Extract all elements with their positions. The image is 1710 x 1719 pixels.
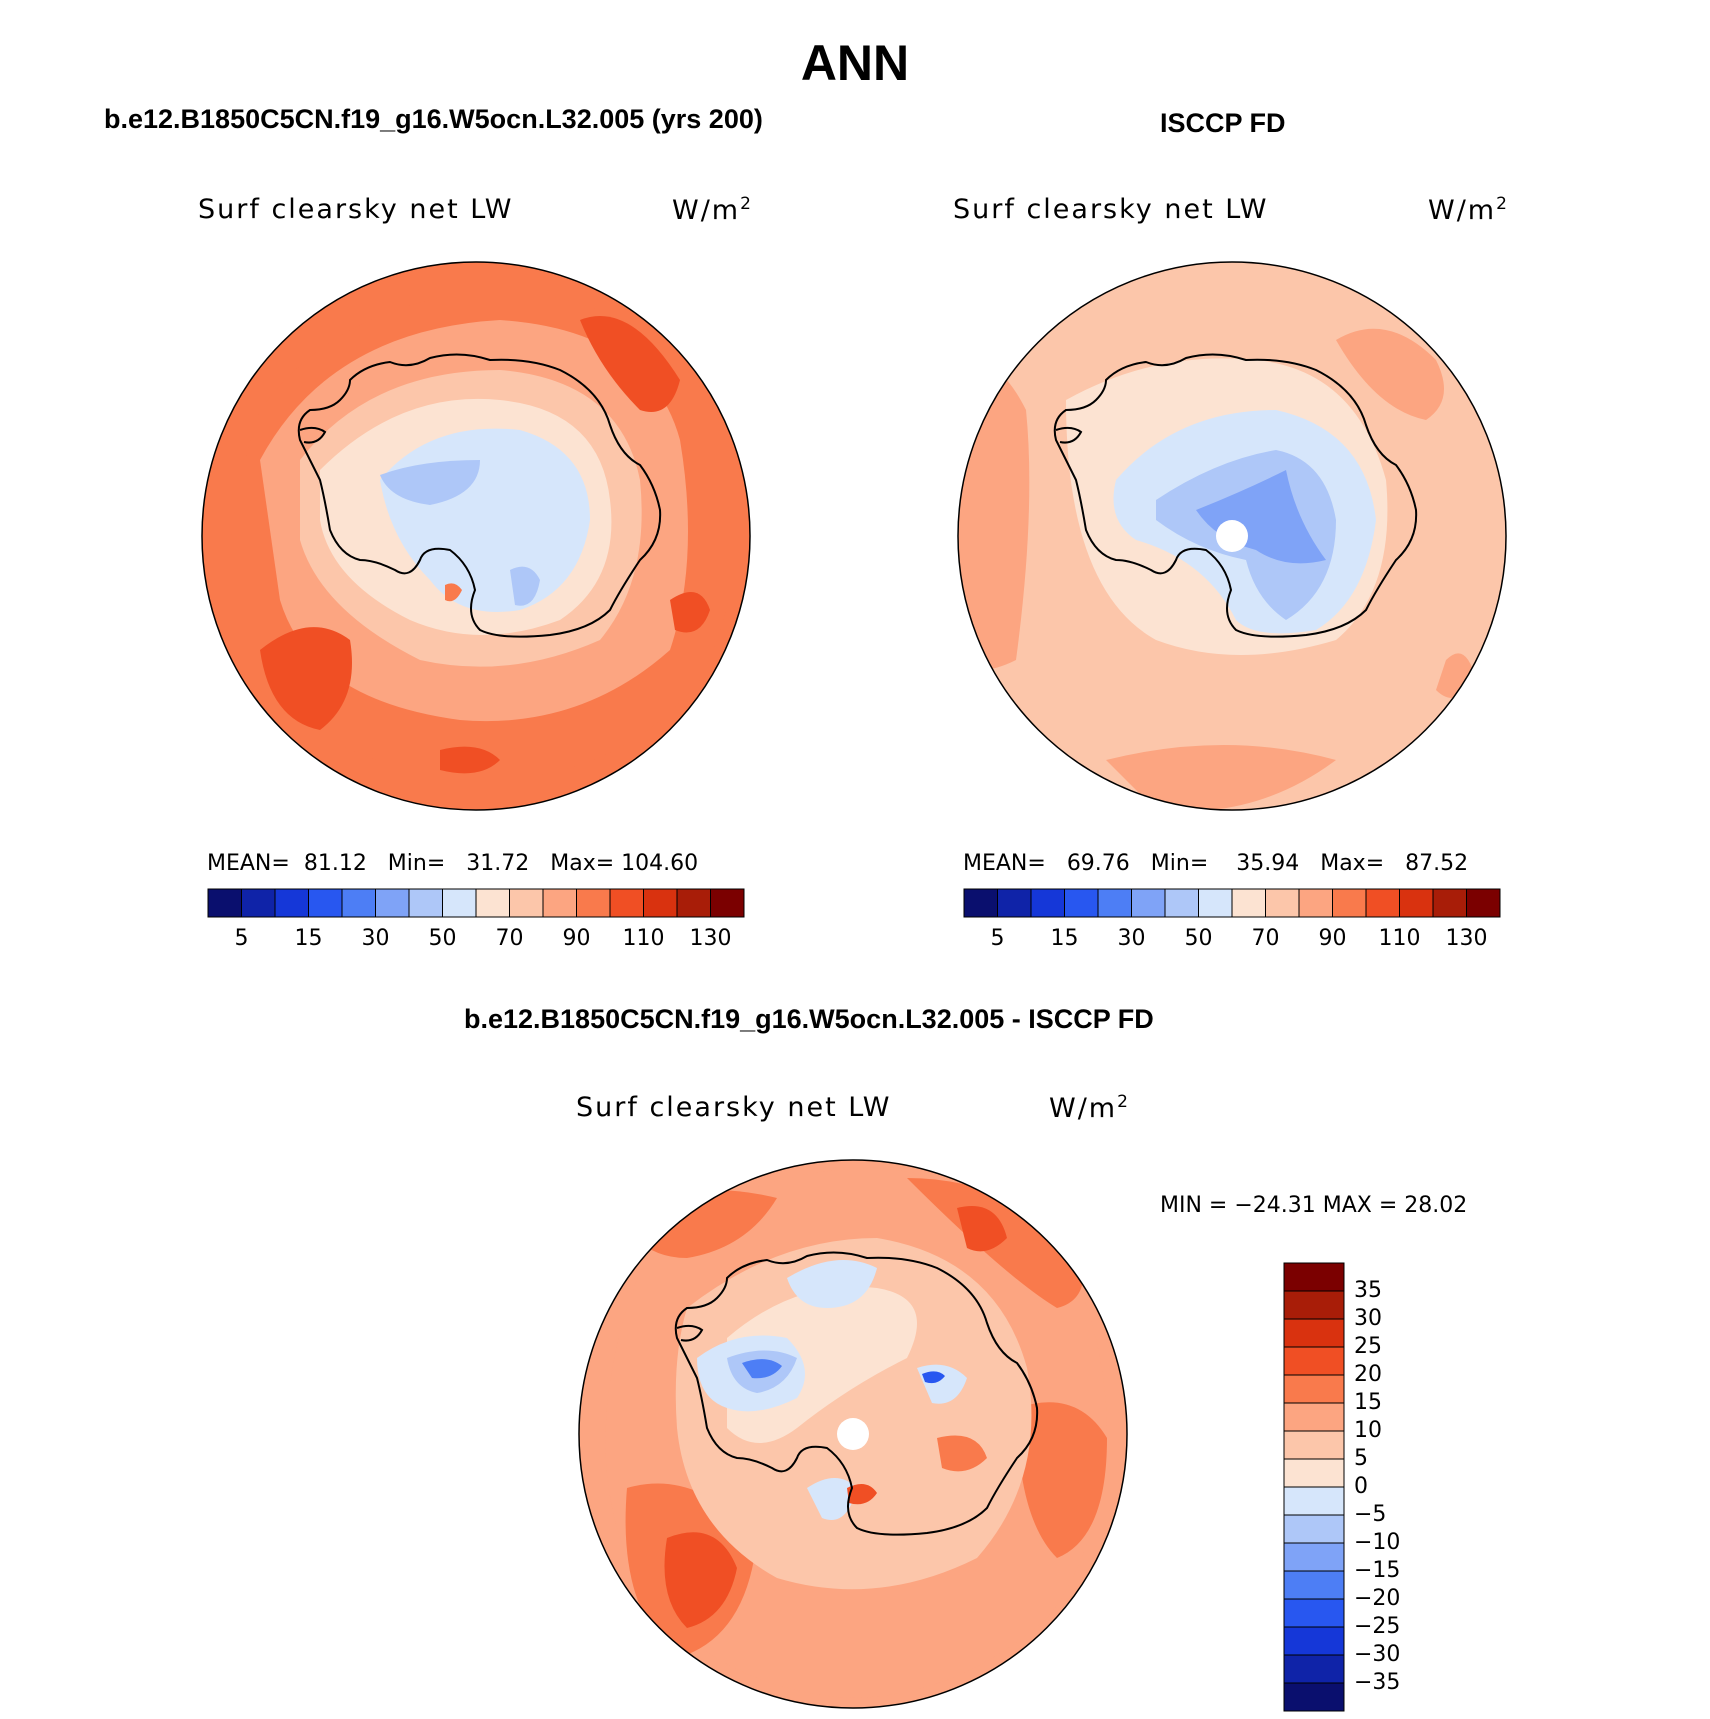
obs-variable-label: Surf clearsky net LW <box>953 194 1269 225</box>
model-variable-label: Surf clearsky net LW <box>198 194 514 225</box>
obs-stats: MEAN= 69.76 Min= 35.94 Max= 87.52 <box>963 851 1469 876</box>
diff-colorbar-swatch <box>1283 1262 1345 1292</box>
diff-colorbar-tick-label: −10 <box>1354 1530 1401 1555</box>
diff-colorbar-tick-label: −35 <box>1354 1670 1401 1695</box>
obs-panel-heading: ISCCP FD <box>1160 108 1286 138</box>
diff-colorbar-tick-label: −30 <box>1354 1642 1401 1667</box>
model-colorbar-tick-label: 90 <box>562 926 591 951</box>
model-colorbar-tick-label: 50 <box>428 926 457 951</box>
diff-colorbar-swatch <box>1283 1486 1345 1516</box>
diff-colorbar-tick-label: 30 <box>1354 1306 1382 1331</box>
obs-colorbar-swatch <box>1365 888 1400 918</box>
model-colorbar-swatch <box>710 888 745 918</box>
diff-colorbar-swatch <box>1283 1402 1345 1432</box>
diff-colorbar-tick-label: −20 <box>1354 1586 1401 1611</box>
model-colorbar-swatch <box>408 888 443 918</box>
model-colorbar <box>207 888 745 918</box>
diff-colorbar-tick-label: 25 <box>1354 1334 1382 1359</box>
diff-colorbar-tick-label: −25 <box>1354 1614 1401 1639</box>
diff-colorbar-swatch <box>1283 1290 1345 1320</box>
diff-colorbar-swatch <box>1283 1430 1345 1460</box>
figure-title: ANN <box>800 35 910 91</box>
diff-colorbar-swatch <box>1283 1458 1345 1488</box>
model-colorbar-tick-label: 30 <box>361 926 390 951</box>
diff-colorbar-swatch <box>1283 1318 1345 1348</box>
model-colorbar-swatch <box>341 888 376 918</box>
diff-colorbar-swatch <box>1283 1346 1345 1376</box>
diff-colorbar-tick-label: 5 <box>1354 1446 1368 1471</box>
obs-colorbar-swatch <box>1298 888 1333 918</box>
obs-colorbar-tick-label: 15 <box>1050 926 1079 951</box>
obs-colorbar-swatch <box>1198 888 1233 918</box>
diff-minmax: MIN = −24.31 MAX = 28.02 <box>1160 1193 1468 1218</box>
diff-units-label: W/m2 <box>1049 1092 1130 1124</box>
obs-colorbar-swatch <box>1030 888 1065 918</box>
diff-colorbar-tick-label: 0 <box>1354 1474 1368 1499</box>
obs-colorbar-swatch <box>1231 888 1266 918</box>
model-colorbar-swatch <box>442 888 477 918</box>
diff-polar-map <box>578 1159 1128 1709</box>
model-colorbar-tick-label: 130 <box>689 926 732 951</box>
obs-colorbar-swatch <box>1064 888 1099 918</box>
diff-colorbar-tick-label: 20 <box>1354 1362 1382 1387</box>
model-stats: MEAN= 81.12 Min= 31.72 Max= 104.60 <box>207 851 699 876</box>
diff-colorbar-swatch <box>1283 1570 1345 1600</box>
diff-colorbar <box>1283 1262 1345 1712</box>
diff-colorbar-tick-label: −15 <box>1354 1558 1401 1583</box>
diff-colorbar-tick-label: 15 <box>1354 1390 1382 1415</box>
obs-colorbar-swatch <box>1265 888 1300 918</box>
model-panel-heading: b.e12.B1850C5CN.f19_g16.W5ocn.L32.005 (y… <box>104 104 763 134</box>
model-colorbar-tick-label: 110 <box>622 926 665 951</box>
model-colorbar-swatch <box>375 888 410 918</box>
diff-colorbar-swatch <box>1283 1682 1345 1712</box>
model-units-label: W/m2 <box>672 194 753 226</box>
obs-colorbar-swatch <box>1332 888 1367 918</box>
obs-colorbar <box>963 888 1501 918</box>
obs-colorbar-swatch <box>1399 888 1434 918</box>
model-polar-map <box>201 261 751 811</box>
model-colorbar-swatch <box>643 888 678 918</box>
model-colorbar-tick-label: 15 <box>294 926 323 951</box>
obs-colorbar-tick-label: 110 <box>1378 926 1421 951</box>
obs-colorbar-tick-label: 30 <box>1117 926 1146 951</box>
obs-colorbar-tick-label: 5 <box>990 926 1005 951</box>
obs-colorbar-tick-label: 90 <box>1318 926 1347 951</box>
obs-colorbar-swatch <box>1097 888 1132 918</box>
diff-colorbar-tick-label: 10 <box>1354 1418 1382 1443</box>
obs-colorbar-swatch <box>1131 888 1166 918</box>
model-colorbar-tick-label: 70 <box>495 926 524 951</box>
diff-colorbar-tick-label: −5 <box>1354 1502 1387 1527</box>
model-colorbar-swatch <box>207 888 242 918</box>
obs-colorbar-tick-label: 50 <box>1184 926 1213 951</box>
model-colorbar-swatch <box>475 888 510 918</box>
obs-units-label: W/m2 <box>1428 194 1509 226</box>
diff-colorbar-swatch <box>1283 1654 1345 1684</box>
diff-variable-label: Surf clearsky net LW <box>576 1092 892 1123</box>
diff-colorbar-swatch <box>1283 1598 1345 1628</box>
obs-colorbar-swatch <box>1164 888 1199 918</box>
obs-colorbar-tick-label: 130 <box>1445 926 1488 951</box>
diff-colorbar-swatch <box>1283 1542 1345 1572</box>
model-colorbar-swatch <box>576 888 611 918</box>
obs-colorbar-swatch <box>1432 888 1467 918</box>
model-colorbar-swatch <box>542 888 577 918</box>
diff-colorbar-swatch <box>1283 1626 1345 1656</box>
diff-colorbar-tick-label: 35 <box>1354 1278 1382 1303</box>
model-colorbar-swatch <box>241 888 276 918</box>
diff-colorbar-swatch <box>1283 1514 1345 1544</box>
model-colorbar-swatch <box>676 888 711 918</box>
model-colorbar-swatch <box>609 888 644 918</box>
obs-colorbar-swatch <box>997 888 1032 918</box>
model-colorbar-swatch <box>274 888 309 918</box>
diff-colorbar-swatch <box>1283 1374 1345 1404</box>
obs-colorbar-swatch <box>1466 888 1501 918</box>
obs-colorbar-tick-label: 70 <box>1251 926 1280 951</box>
model-colorbar-swatch <box>509 888 544 918</box>
diff-panel-heading: b.e12.B1850C5CN.f19_g16.W5ocn.L32.005 - … <box>464 1004 1154 1034</box>
model-colorbar-tick-label: 5 <box>234 926 249 951</box>
obs-colorbar-swatch <box>963 888 998 918</box>
model-colorbar-swatch <box>308 888 343 918</box>
obs-polar-map <box>957 261 1507 811</box>
